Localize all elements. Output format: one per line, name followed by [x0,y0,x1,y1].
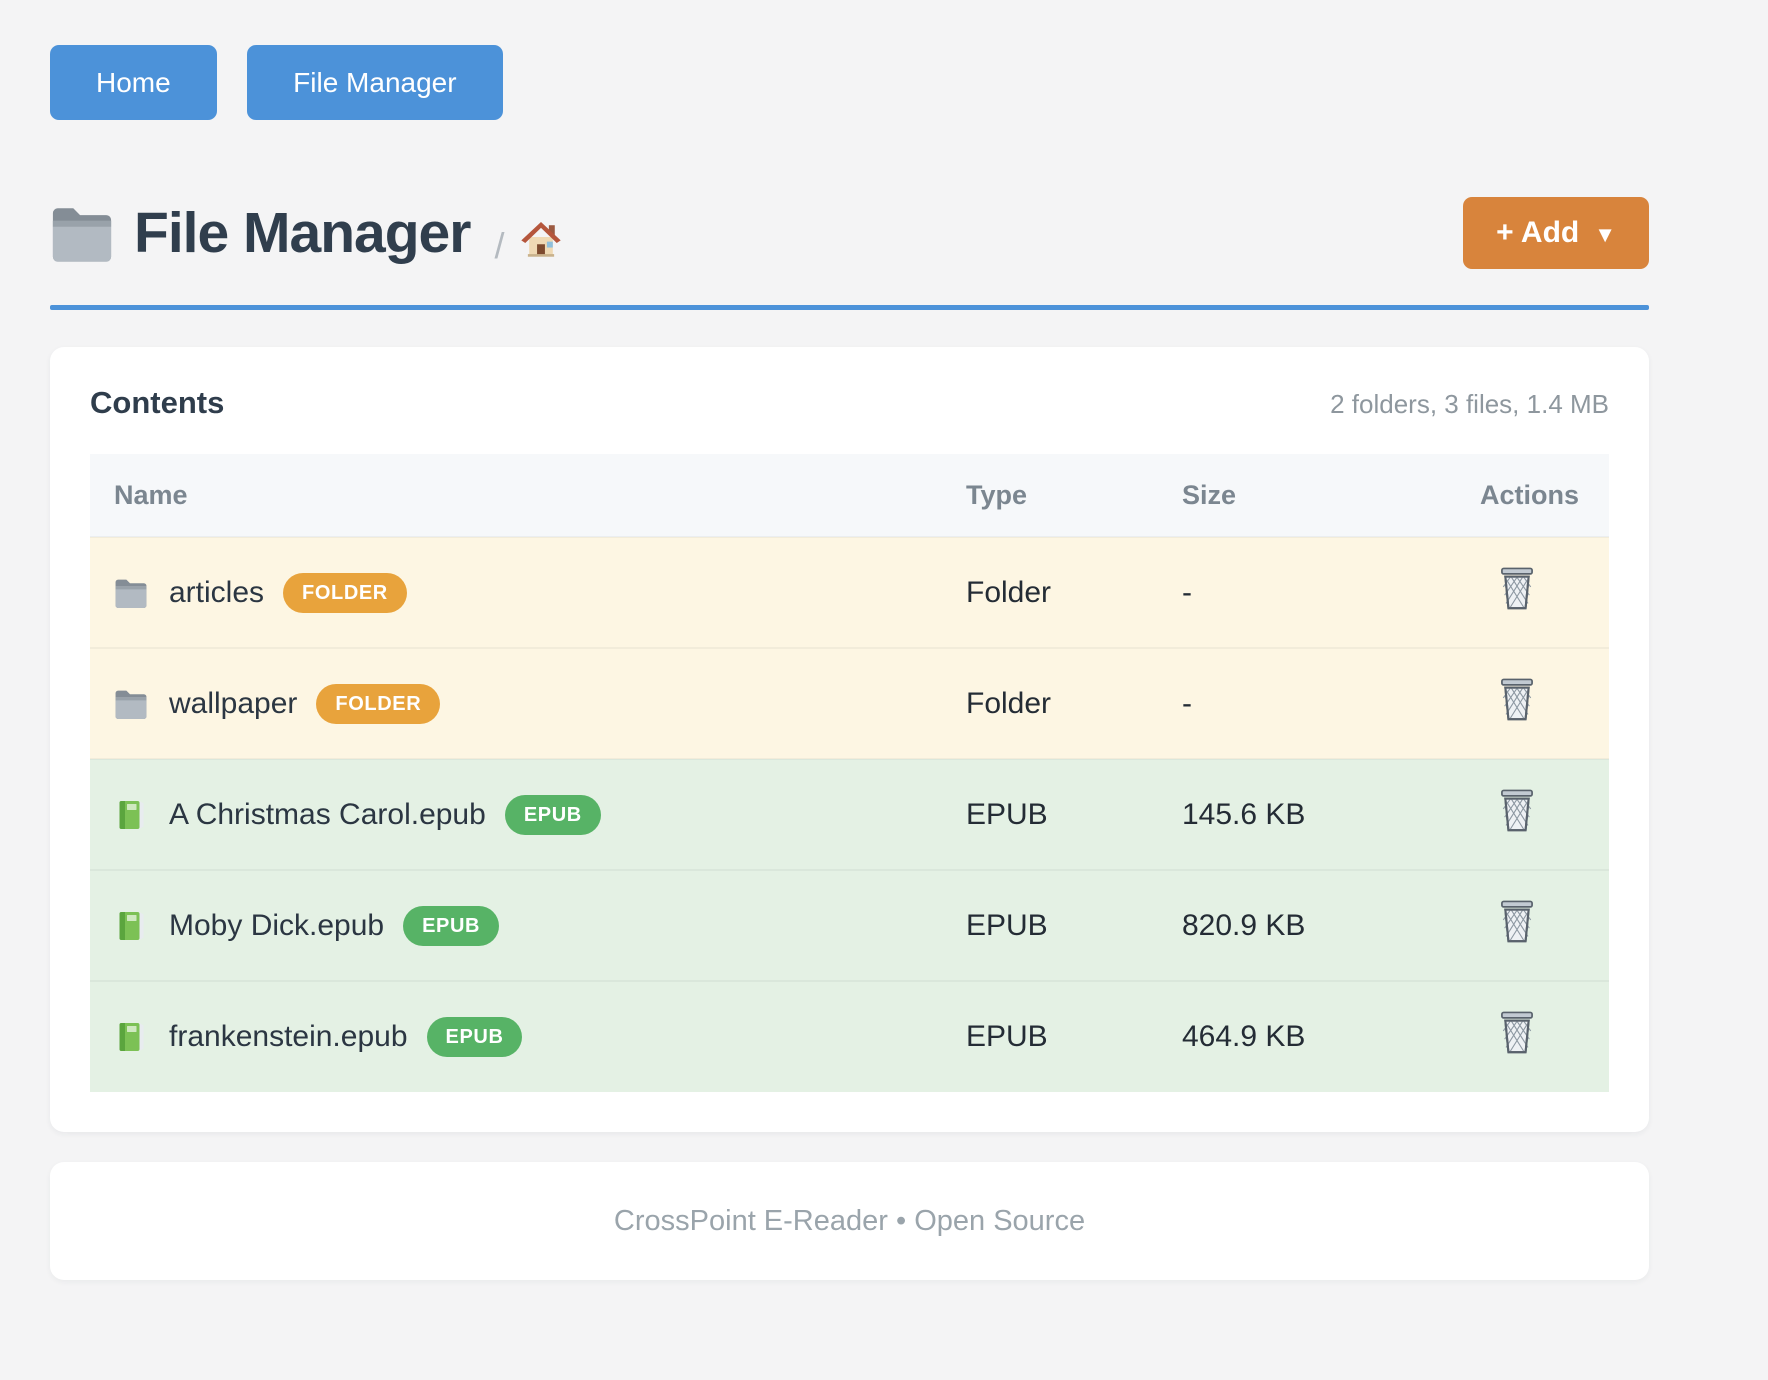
delete-button[interactable] [1495,898,1539,946]
chevron-down-icon: ▼ [1594,221,1616,247]
trash-icon [1495,601,1539,616]
file-name: frankenstein.epub [169,1020,408,1053]
file-name: articles [169,575,265,609]
title-wrap: File Manager / [50,199,562,267]
accent-divider [50,305,1649,310]
file-size: - [1182,686,1192,720]
column-header-size: Size [1182,454,1466,537]
table-header-row: Name Type Size Actions [90,454,1609,537]
house-icon[interactable] [520,219,562,264]
file-size: 820.9 KB [1182,908,1306,942]
nav-file-manager-button[interactable]: File Manager [247,45,503,120]
table-row[interactable]: wallpaper FOLDER Folder - [90,648,1609,759]
table-row[interactable]: articles FOLDER Folder - [90,537,1609,648]
add-button-label: + Add [1496,216,1580,249]
trash-icon [1495,712,1539,727]
delete-button[interactable] [1495,565,1539,613]
book-icon [114,910,148,942]
delete-button[interactable] [1495,787,1539,835]
breadcrumb-separator: / [494,225,505,266]
file-name: A Christmas Carol.epub [169,797,486,831]
top-nav: Home File Manager [50,45,1649,120]
add-button[interactable]: + Add ▼ [1463,197,1649,269]
footer-text: CrossPoint E-Reader • Open Source [613,1204,1086,1237]
contents-card-header: Contents 2 folders, 3 files, 1.4 MB [90,385,1609,421]
file-size: - [1182,575,1192,609]
folder-icon [114,577,148,609]
delete-button[interactable] [1495,1009,1539,1057]
file-name: Moby Dick.epub [169,908,385,942]
type-badge: FOLDER [316,683,441,724]
page-header: File Manager / + Add ▼ [50,197,1649,269]
file-type: EPUB [966,908,1048,942]
file-type: EPUB [966,1020,1048,1053]
trash-icon [1495,823,1539,838]
trash-icon [1495,934,1539,949]
page-title: File Manager [134,201,471,265]
book-icon [114,799,148,831]
file-size: 145.6 KB [1182,797,1306,831]
trash-icon [1495,1045,1539,1060]
contents-title: Contents [90,385,225,420]
file-type: Folder [966,686,1052,720]
contents-summary: 2 folders, 3 files, 1.4 MB [1330,389,1609,419]
nav-home-button[interactable]: Home [50,45,217,120]
column-header-name: Name [90,454,966,537]
type-badge: EPUB [504,794,601,835]
folder-icon [114,688,148,720]
book-icon [114,1021,148,1053]
file-name: wallpaper [169,686,298,720]
table-row[interactable]: Moby Dick.epub EPUB EPUB 820.9 KB [90,870,1609,981]
file-type: EPUB [966,797,1048,831]
type-badge: EPUB [403,905,500,946]
type-badge: FOLDER [283,572,407,613]
page: Home File Manager File Manager / + Add ▼… [50,45,1649,1280]
delete-button[interactable] [1495,676,1539,724]
column-header-type: Type [966,454,1182,537]
file-type: Folder [966,575,1052,609]
table-row[interactable]: frankenstein.epub EPUB EPUB 464.9 KB [90,981,1609,1092]
table-row[interactable]: A Christmas Carol.epub EPUB EPUB 145.6 K… [90,759,1609,870]
contents-card: Contents 2 folders, 3 files, 1.4 MB Name… [50,347,1649,1132]
file-table: Name Type Size Actions articles FOLDER F… [90,454,1609,1092]
column-header-actions: Actions [1466,454,1609,537]
folder-icon [50,205,114,262]
file-size: 464.9 KB [1182,1020,1306,1053]
type-badge: EPUB [426,1017,523,1057]
footer-card: CrossPoint E-Reader • Open Source [50,1162,1649,1280]
